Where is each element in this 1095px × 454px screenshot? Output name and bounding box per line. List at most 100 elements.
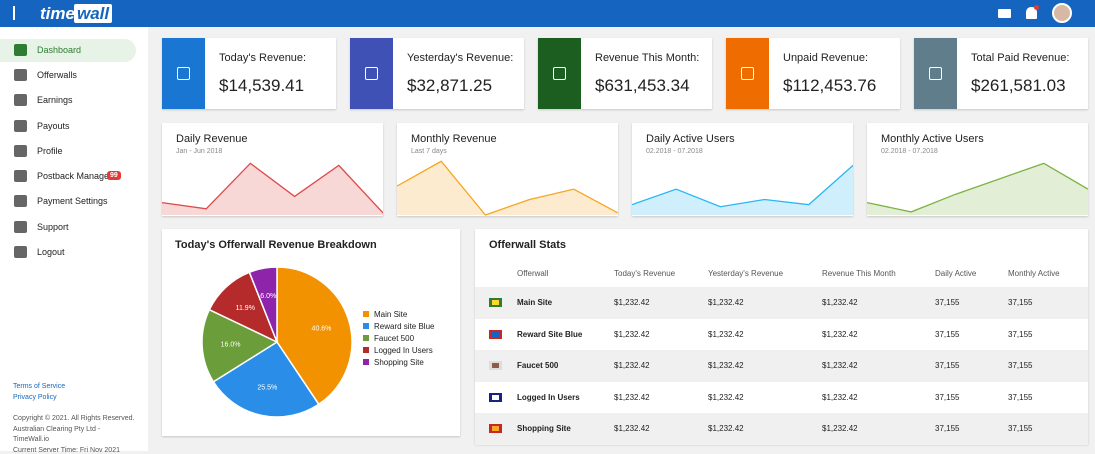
legend-label: Reward site Blue (374, 322, 435, 331)
sparkline-line (397, 160, 618, 216)
footer-link[interactable]: Terms of Service (13, 383, 66, 390)
stat-title: Total Paid Revenue: (971, 52, 1070, 64)
nav-item[interactable]: Payment Settings (0, 190, 136, 213)
pie-slice (201, 308, 279, 383)
stat-card: Yesterday's Revenue: $32,871.25 (350, 38, 524, 109)
table-cell: 37,155 (935, 329, 960, 339)
stat-title: Today's Revenue: (219, 52, 307, 64)
stat-icon (365, 67, 378, 80)
stat-card: Unpaid Revenue: $112,453.76 (726, 38, 900, 109)
pie-title: Today's Offerwall Revenue Breakdown (175, 239, 377, 251)
table-cell: 37,155 (1008, 329, 1033, 339)
back-icon[interactable] (13, 6, 27, 20)
stat-value: $631,453.34 (595, 76, 690, 95)
flag-detail (492, 331, 499, 337)
sparkline-area (162, 163, 383, 215)
sparkline-title: Daily Active Users (646, 133, 735, 145)
mail-icon[interactable] (998, 9, 1011, 18)
table-cell: $1,232.42 (614, 329, 650, 339)
pie-slice (248, 266, 278, 343)
nav-icon (14, 69, 27, 81)
sparkline-line (632, 164, 853, 208)
sparkline (867, 162, 1088, 215)
stat-icon-box (350, 38, 393, 109)
table-cell: 37,155 (935, 361, 960, 370)
stats-table-card: Offerwall Stats Offerwall Today's Revenue Y… (475, 229, 1088, 445)
footer-text: Current Server Time: Fri Nov 2021 (13, 446, 120, 454)
nav-icon (14, 145, 27, 157)
flag-detail (492, 363, 499, 368)
table-row: Faucet 500 $1,232.42 $1,232.42 $1,232.42 37,… (475, 350, 1088, 382)
nav-item[interactable]: Offerwalls (0, 64, 136, 87)
table-cell: $1,232.42 (708, 298, 744, 307)
footer-link[interactable]: Privacy Policy (13, 394, 57, 401)
nav-item[interactable]: Profile (0, 140, 136, 163)
pie-card: Today's Offerwall Revenue Breakdown 40.6%… (162, 229, 460, 436)
table-cell: $1,232.42 (708, 361, 744, 370)
slice-label: 25.5% (257, 384, 277, 391)
flag-icon (489, 298, 502, 307)
sparkline-card: Monthly Revenue Last 7 days (397, 123, 618, 216)
legend-swatch (363, 323, 369, 329)
column-header: Daily Active (935, 269, 977, 278)
nav-item[interactable]: Support (0, 216, 136, 239)
flag-icon (489, 361, 502, 370)
stat-title: Yesterday's Revenue: (407, 52, 514, 64)
notification-dot (1034, 5, 1039, 10)
nav-icon (14, 44, 27, 56)
stat-icon (553, 67, 566, 80)
stat-icon (929, 67, 942, 80)
flag-detail (492, 394, 499, 400)
table-title: Offerwall Stats (489, 239, 567, 251)
sparkline (162, 162, 383, 215)
table-cell: 37,155 (935, 392, 960, 402)
pie-slice (276, 266, 353, 406)
sparkline-card: Monthly Active Users 02.2018 - 07.2018 (867, 123, 1088, 216)
nav-icon (14, 120, 27, 132)
nav-item[interactable]: Postback Manager 99 (0, 165, 136, 188)
table-cell: 37,155 (935, 424, 960, 433)
stat-title: Unpaid Revenue: (783, 52, 869, 64)
bell-icon[interactable] (1026, 7, 1037, 19)
slice-label: 16.0% (221, 341, 241, 348)
column-header: Today's Revenue (614, 269, 676, 278)
table-cell: $1,232.42 (822, 392, 858, 402)
table-cell: $1,232.42 (708, 424, 744, 433)
table-cell: $1,232.42 (614, 298, 650, 307)
nav-label: Offerwalls (37, 70, 77, 80)
nav-item[interactable]: Dashboard (0, 39, 136, 62)
legend-swatch (363, 311, 369, 317)
nav-label: Dashboard (37, 45, 82, 55)
legend-swatch (363, 359, 369, 365)
nav-icon (14, 246, 27, 258)
stat-title: Revenue This Month: (595, 52, 700, 64)
nav-badge: 99 (107, 171, 121, 180)
nav-item[interactable]: Payouts (0, 115, 136, 138)
sparkline-subtitle: Jan - Jun 2018 (176, 148, 223, 155)
avatar[interactable] (1052, 3, 1072, 23)
nav-label: Logout (37, 247, 65, 257)
nav-icon (14, 195, 27, 207)
stat-icon-box (538, 38, 581, 109)
nav-item[interactable]: Logout (0, 241, 136, 264)
legend-label: Faucet 500 (374, 334, 415, 343)
table-cell: $1,232.42 (614, 424, 650, 433)
stat-icon-box (162, 38, 205, 109)
slice-label: 6.0% (260, 293, 276, 300)
flag-icon (489, 424, 502, 433)
column-header: Monthly Active (1008, 269, 1060, 278)
stat-icon (177, 67, 190, 80)
footer-text: TimeWall.io (13, 436, 50, 443)
legend-label: Shopping Site (374, 358, 424, 367)
stat-icon-box (914, 38, 957, 109)
stat-value: $14,539.41 (219, 76, 305, 95)
table-cell: $1,232.42 (822, 424, 858, 433)
column-header: Revenue This Month (822, 269, 896, 278)
table-cell: $1,232.42 (708, 392, 744, 402)
sparkline (632, 164, 853, 215)
nav-label: Support (37, 222, 69, 232)
footer-text: Australian Clearing Pty Ltd - (13, 425, 101, 433)
nav-item[interactable]: Earnings (0, 89, 136, 112)
sparkline-area (632, 165, 853, 215)
table-cell: $1,232.42 (708, 329, 744, 339)
